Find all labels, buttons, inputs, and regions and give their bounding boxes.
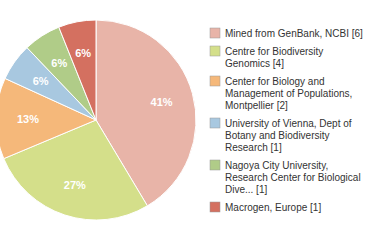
legend-label: Nagoya City University,Research Center f…	[225, 160, 361, 195]
legend-label-line: Dive... [1]	[225, 184, 267, 195]
chart: 41%27%13%6%6%6%Mined from GenBank, NCBI …	[0, 0, 380, 240]
legend-label-line: University of Vienna, Dept of	[225, 118, 352, 129]
data-label: 41%	[151, 96, 173, 108]
legend-swatch	[210, 160, 220, 170]
legend-label-line: Mined from GenBank, NCBI [6]	[225, 28, 363, 39]
legend-label-line: Centre for Biodiversity	[225, 46, 323, 57]
data-labels: 41%27%13%6%6%6%	[17, 47, 173, 190]
data-label: 6%	[75, 47, 91, 59]
pie-slice	[59, 20, 96, 120]
legend-swatch	[210, 76, 220, 86]
legend-swatch	[210, 202, 220, 212]
legend-swatch	[210, 46, 220, 56]
data-label: 13%	[17, 113, 39, 125]
data-label: 6%	[33, 75, 49, 87]
legend-label-line: Montpellier [2]	[225, 100, 288, 111]
legend-label-line: Center for Biology and	[225, 76, 325, 87]
legend-label: Macrogen, Europe [1]	[225, 202, 321, 213]
legend-label-line: Macrogen, Europe [1]	[225, 202, 321, 213]
legend-swatch	[210, 118, 220, 128]
pie	[0, 20, 196, 220]
data-label: 6%	[51, 57, 67, 69]
legend-label-line: Nagoya City University,	[225, 160, 328, 171]
legend-label-line: Management of Populations,	[225, 88, 352, 99]
legend-label-line: Botany and Biodiversity	[225, 130, 330, 141]
legend-label: Centre for BiodiversityGenomics [4]	[225, 46, 323, 69]
data-label: 27%	[64, 179, 86, 191]
legend-swatch	[210, 28, 220, 38]
legend: Mined from GenBank, NCBI [6] Centre for B…	[210, 28, 363, 213]
legend-label-line: Research [1]	[225, 142, 282, 153]
legend-label: Mined from GenBank, NCBI [6]	[225, 28, 363, 39]
legend-label-line: Research Center for Biological	[225, 172, 361, 183]
legend-label: University of Vienna, Dept ofBotany and …	[225, 118, 352, 153]
legend-label-line: Genomics [4]	[225, 58, 284, 69]
legend-label: Center for Biology andManagement of Popu…	[225, 76, 352, 111]
